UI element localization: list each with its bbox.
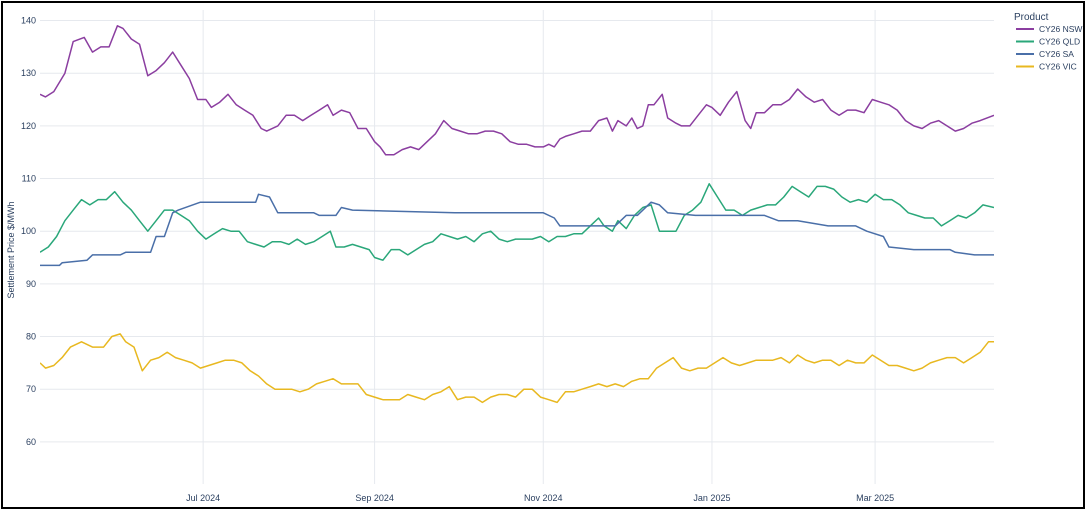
y-tick-label: 120 — [21, 121, 36, 131]
series-line-cy26-qld — [40, 183, 994, 261]
x-tick-label: Sep 2024 — [355, 493, 394, 503]
y-tick-label: 100 — [21, 226, 36, 236]
gridlines — [40, 10, 994, 484]
legend-title: Product — [1014, 12, 1049, 23]
series-lines — [40, 25, 994, 404]
x-tick-label: Jul 2024 — [186, 493, 220, 503]
x-tick-label: Nov 2024 — [524, 493, 563, 503]
y-tick-label: 70 — [26, 384, 36, 394]
series-line-cy26-sa — [40, 193, 994, 267]
axis-ticks: 60 70 80 90 100 110 120 130 140 Jul 2024 Sep 2024 N… — [21, 16, 894, 503]
legend-item-cy26-nsw[interactable]: CY26 NSW — [1039, 24, 1082, 34]
legend-item-cy26-sa[interactable]: CY26 SA — [1039, 49, 1074, 59]
y-tick-label: 60 — [26, 437, 36, 447]
x-tick-label: Mar 2025 — [856, 493, 894, 503]
y-axis-label: Settlement Price $/MWh — [6, 201, 16, 298]
legend[interactable]: Product CY26 NSW CY26 QLD CY26 SA CY26 VIC — [1014, 12, 1082, 72]
series-line-cy26-nsw — [40, 25, 994, 156]
legend-item-cy26-qld[interactable]: CY26 QLD — [1039, 37, 1080, 47]
y-tick-label: 110 — [22, 174, 36, 184]
y-tick-label: 80 — [26, 332, 36, 342]
y-tick-label: 90 — [26, 279, 36, 289]
y-tick-label: 140 — [21, 16, 36, 26]
legend-item-cy26-vic[interactable]: CY26 VIC — [1039, 62, 1077, 72]
y-tick-label: 130 — [21, 68, 36, 78]
series-line-cy26-vic — [40, 333, 994, 404]
x-tick-label: Jan 2025 — [693, 493, 730, 503]
